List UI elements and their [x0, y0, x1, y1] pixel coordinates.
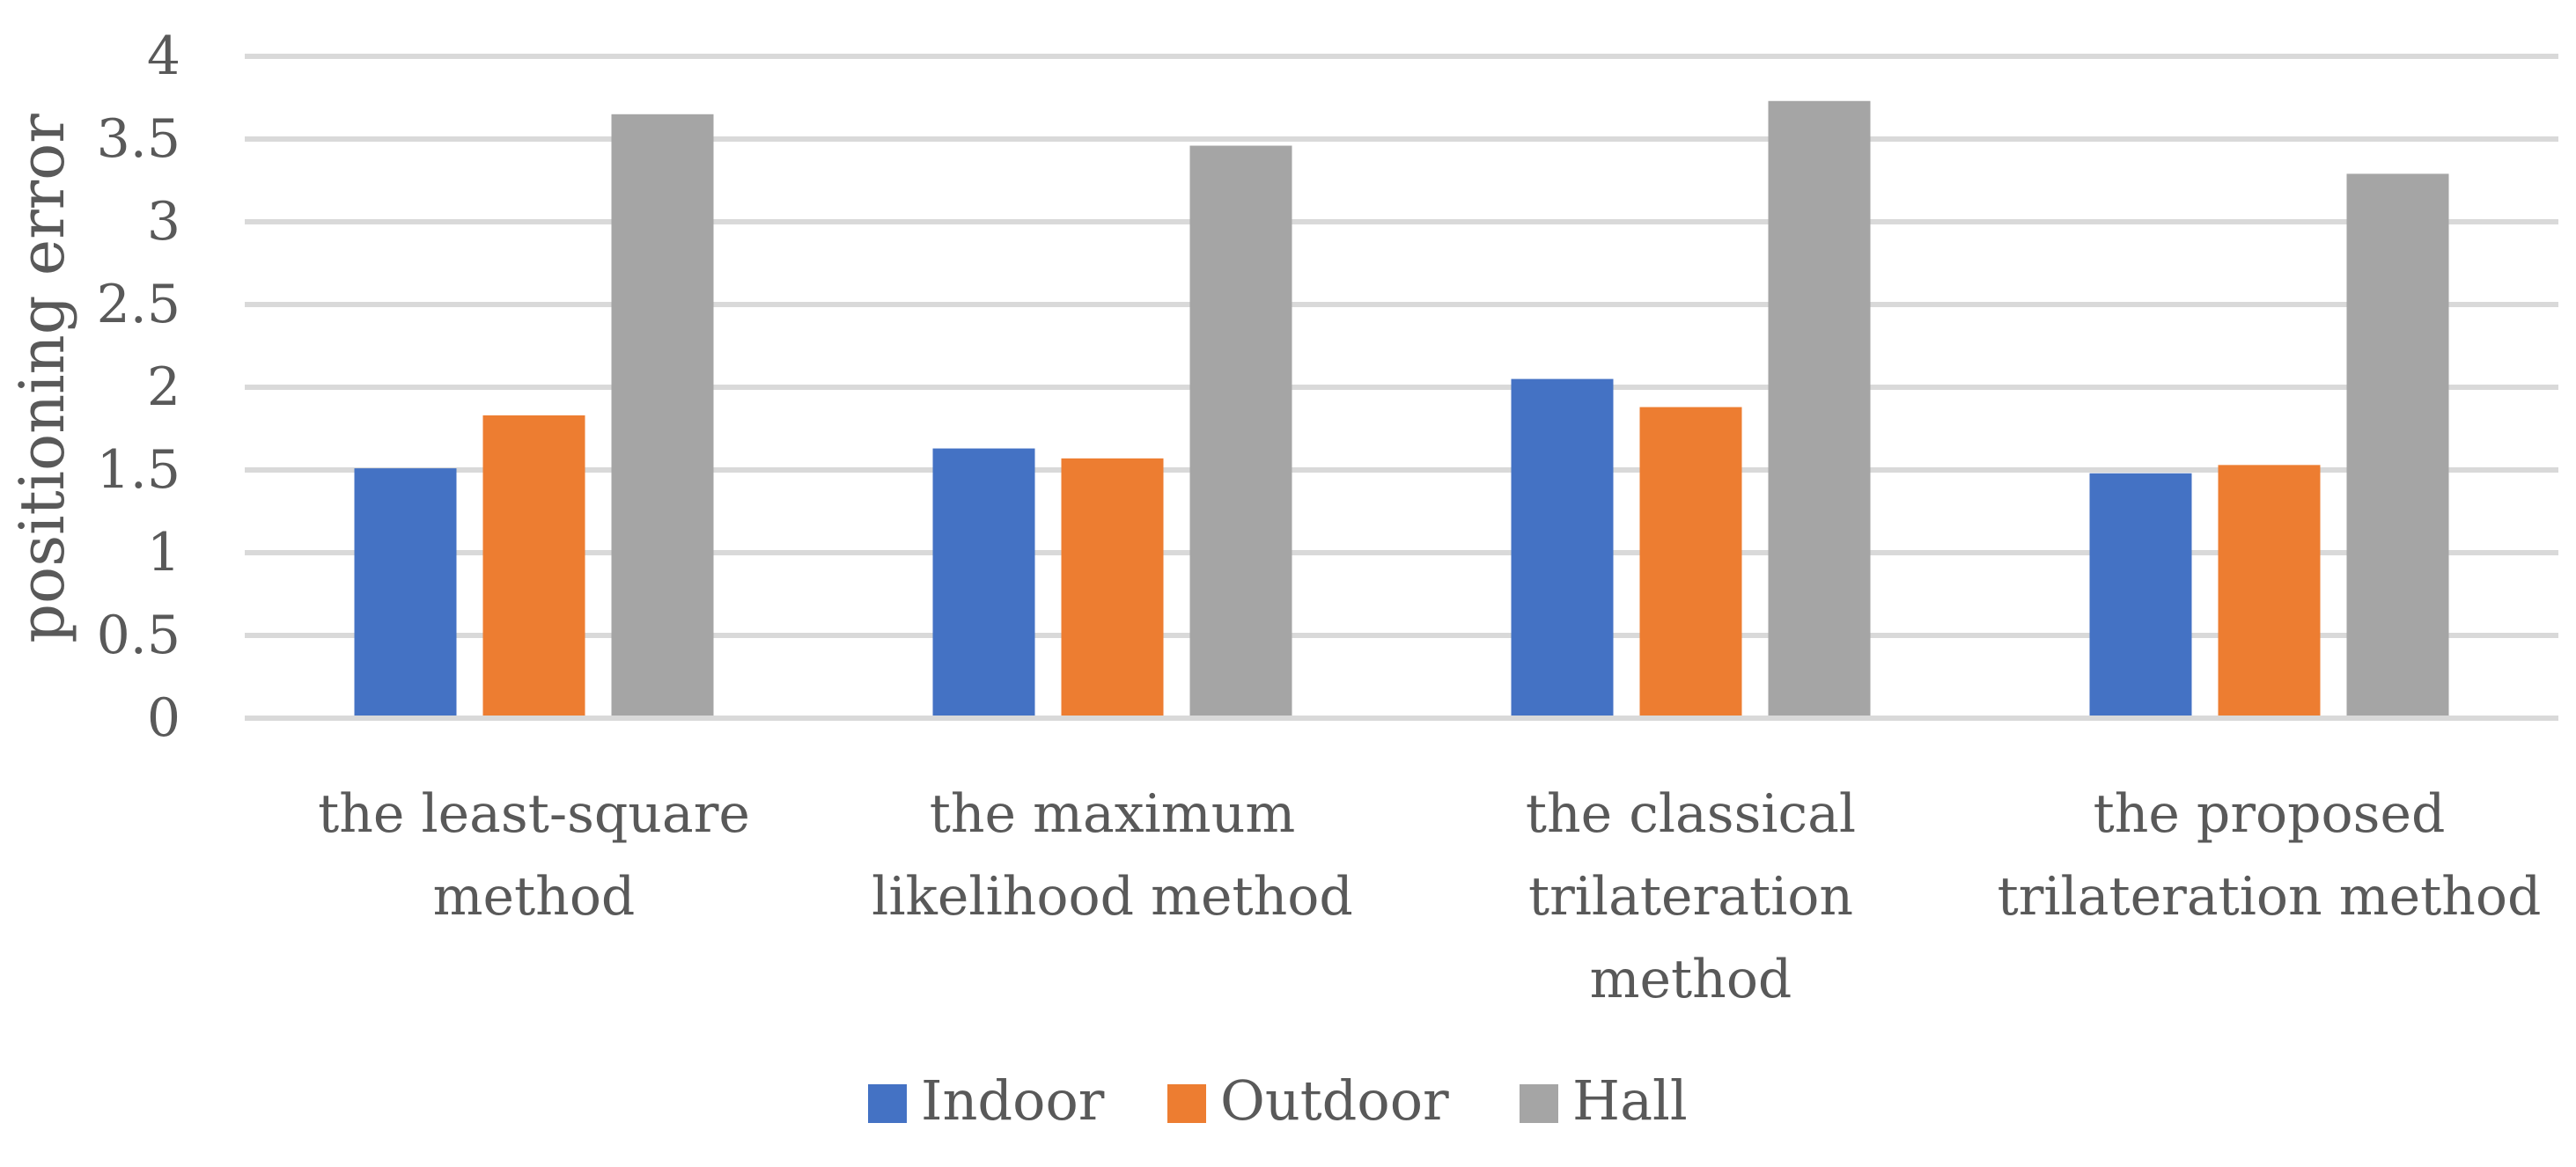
legend-swatch: [1520, 1084, 1558, 1123]
y-tick-label: 0: [147, 687, 180, 749]
legend[interactable]: Indoor Outdoor Hall: [868, 1068, 1688, 1133]
y-tick-label: 3: [147, 191, 180, 253]
x-category-label: the least-square method: [318, 783, 750, 928]
bar-outdoor-2: [1061, 458, 1164, 716]
y-tick-label: 1: [147, 522, 180, 584]
x-category-label: the classical trilateration method: [1526, 783, 1856, 1010]
x-axis-categories: the least-square method the maximum likelih…: [318, 783, 2541, 1010]
bar-outdoor-3: [1639, 407, 1742, 716]
y-tick-label: 1.5: [97, 439, 180, 501]
bar-indoor-4: [2089, 473, 2192, 716]
legend-item-outdoor[interactable]: Outdoor: [1167, 1068, 1449, 1133]
bar-outdoor-4: [2218, 465, 2321, 716]
bar-indoor-2: [932, 448, 1035, 716]
y-axis-ticks: 0 0.5 1 1.5 2 2.5 3 3.5 4: [97, 26, 180, 749]
legend-swatch: [868, 1084, 907, 1123]
bar-indoor-1: [354, 468, 457, 716]
legend-label: Hall: [1572, 1068, 1688, 1133]
y-tick-label: 3.5: [97, 108, 180, 170]
y-tick-label: 2: [147, 356, 180, 418]
bar-hall-1: [611, 114, 714, 716]
y-axis-title: positioning error: [6, 114, 78, 643]
bars: [354, 100, 2449, 716]
x-category-label: the proposed trilateration method: [1998, 783, 2542, 928]
y-tick-label: 2.5: [97, 274, 180, 335]
bar-outdoor-1: [482, 415, 585, 716]
legend-swatch: [1167, 1084, 1206, 1123]
y-tick-label: 4: [147, 26, 180, 87]
bar-hall-3: [1768, 100, 1871, 716]
legend-label: Outdoor: [1220, 1068, 1449, 1133]
bar-hall-4: [2346, 173, 2449, 716]
legend-item-hall[interactable]: Hall: [1520, 1068, 1688, 1133]
legend-item-indoor[interactable]: Indoor: [868, 1068, 1105, 1133]
bar-indoor-3: [1511, 378, 1614, 716]
x-category-label: the maximum likelihood method: [872, 783, 1353, 928]
bar-hall-2: [1189, 145, 1292, 716]
legend-label: Indoor: [921, 1068, 1105, 1133]
y-tick-label: 0.5: [97, 605, 180, 666]
gridlines: [245, 54, 2558, 721]
